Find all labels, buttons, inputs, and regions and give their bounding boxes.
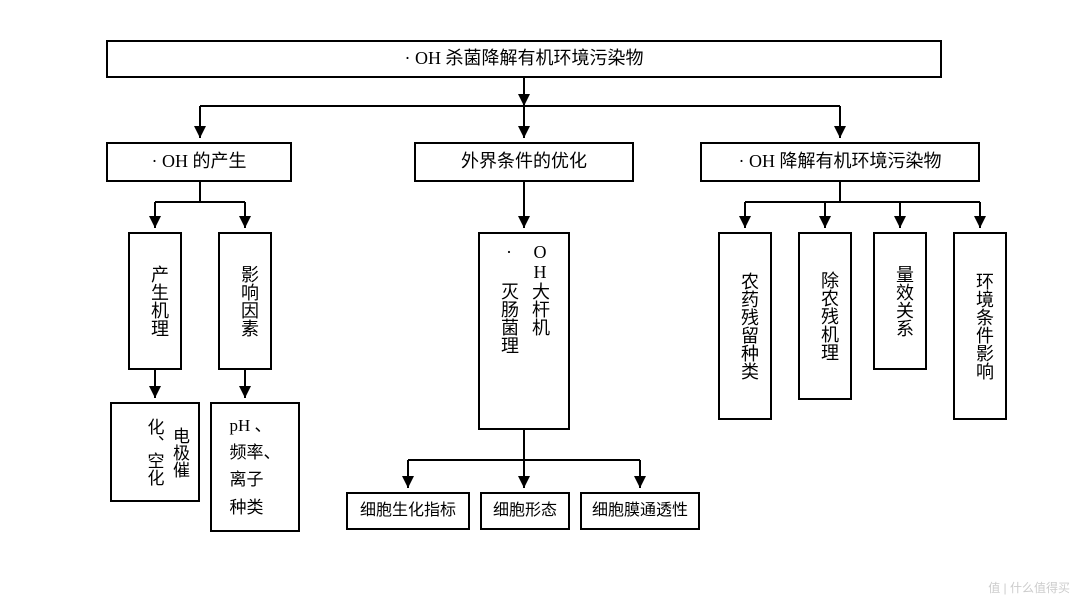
- label-col1: · 灭肠菌理: [495, 242, 522, 420]
- label: 外界条件的优化: [461, 149, 587, 174]
- label: 电极催化、空化: [141, 412, 192, 492]
- root-node: · OH 杀菌降解有机环境污染物: [106, 40, 942, 78]
- node-degradation: · OH 降解有机环境污染物: [700, 142, 980, 182]
- label: · OH 的产生: [152, 149, 247, 174]
- node-electrode: 电极催化、空化: [110, 402, 200, 502]
- label: 农药残留种类: [735, 272, 762, 380]
- watermark-label: 值 | 什么值得买: [988, 581, 1070, 595]
- node-permeability: 细胞膜通透性: [580, 492, 700, 530]
- label: 量效关系: [890, 265, 917, 337]
- label: 细胞形态: [493, 500, 557, 522]
- node-mechanism: 产生机理: [128, 232, 182, 370]
- label: 影响因素: [235, 265, 262, 337]
- root-label: · OH 杀菌降解有机环境污染物: [405, 46, 644, 71]
- label: 除农残机理: [815, 271, 842, 361]
- node-ecoli: · 灭肠菌理 OH大杆机: [478, 232, 570, 430]
- watermark: 值 | 什么值得买: [988, 579, 1070, 596]
- node-biochem: 细胞生化指标: [346, 492, 470, 530]
- node-removal-mechanism: 除农残机理: [798, 232, 852, 400]
- node-ph-freq: pH 、频率、离子种类: [210, 402, 300, 532]
- node-oh-production: · OH 的产生: [106, 142, 292, 182]
- node-optimization: 外界条件的优化: [414, 142, 634, 182]
- label: 产生机理: [145, 265, 172, 337]
- node-factors: 影响因素: [218, 232, 272, 370]
- label: pH 、频率、离子种类: [230, 412, 281, 521]
- node-morphology: 细胞形态: [480, 492, 570, 530]
- node-dose-effect: 量效关系: [873, 232, 927, 370]
- label: 细胞生化指标: [360, 500, 456, 522]
- label: 细胞膜通透性: [592, 500, 688, 522]
- node-pesticide-types: 农药残留种类: [718, 232, 772, 420]
- label-col2: OH大杆机: [526, 242, 553, 420]
- label: 环境条件影响: [970, 272, 997, 380]
- node-env-conditions: 环境条件影响: [953, 232, 1007, 420]
- label: · OH 降解有机环境污染物: [739, 149, 942, 174]
